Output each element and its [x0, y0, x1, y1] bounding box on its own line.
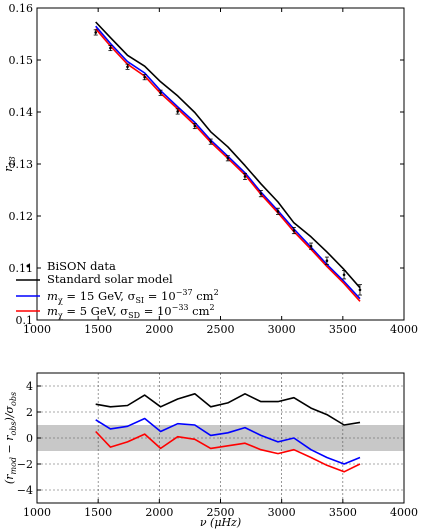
legend-label-ssm: Standard solar model: [47, 272, 173, 286]
data-point: [243, 175, 247, 178]
x-tick-label: 3000: [268, 506, 296, 519]
y-tick-label: 4: [26, 380, 33, 393]
y-tick-label: 0.11: [9, 262, 34, 275]
data-point: [126, 65, 129, 69]
y-tick-label: 0.12: [9, 210, 34, 223]
data-point: [193, 124, 197, 128]
data-point: [276, 210, 280, 213]
y-tick-label: −2: [17, 458, 33, 471]
residual-line-1: [95, 417, 361, 465]
data-point: [259, 192, 263, 195]
x-tick-label: 3500: [329, 506, 357, 519]
series-line-3: [95, 28, 361, 302]
x-tick-label: 4000: [390, 323, 418, 336]
y-tick-label: 2: [26, 406, 33, 419]
residual-line-0: [95, 392, 361, 426]
data-point: [325, 259, 329, 263]
legend-label-5gev: mχ = 5 GeV, σSD = 10−33 cm2: [47, 303, 215, 320]
y-tick-label: 0.14: [9, 106, 34, 119]
data-point: [143, 75, 146, 79]
x-tick-label: 1000: [23, 323, 51, 336]
data-point: [94, 31, 98, 34]
x-tick-label: 2500: [207, 506, 235, 519]
x-tick-label: 2000: [145, 506, 173, 519]
x-tick-label: 1500: [84, 506, 112, 519]
legend-label-bison: BiSON data: [47, 259, 116, 273]
x-tick-label: 3000: [268, 323, 296, 336]
series-line-2: [95, 25, 361, 300]
y-tick-label: 0.16: [9, 2, 34, 15]
data-point: [176, 110, 179, 113]
y-tick-label: 0.15: [9, 54, 34, 67]
residual-line-2: [95, 430, 361, 473]
y-tick-label: −4: [17, 484, 33, 497]
y-tick-label: 0.1: [16, 314, 34, 327]
x-tick-label: 1500: [84, 323, 112, 336]
x-axis-label: ν (μHz): [200, 516, 241, 529]
data-point: [109, 46, 112, 50]
data-point: [358, 288, 362, 292]
y-tick-label: 0.13: [9, 158, 34, 171]
y-axis-label: r13: [2, 156, 17, 171]
data-point: [159, 91, 162, 95]
y-tick-label: 0: [26, 432, 33, 445]
data-point: [292, 229, 296, 232]
legend-marker-bison: [26, 264, 30, 268]
series-line-1: [95, 21, 361, 289]
x-tick-label: 1000: [23, 506, 51, 519]
y-axis-label: (rmod − robs)/σobs: [3, 392, 18, 484]
residual-panel: 1000 1500 2000 2500 3000 3500 4000 −4 −2 0 2 4 (rmod…: [3, 372, 418, 529]
data-point: [309, 244, 313, 248]
data-point: [342, 273, 346, 277]
x-tick-label: 4000: [390, 506, 418, 519]
x-tick-label: 3500: [329, 323, 357, 336]
x-tick-label: 2500: [207, 323, 235, 336]
data-point: [209, 140, 213, 143]
x-tick-label: 2000: [145, 323, 173, 336]
r13-panel: 1000 1500 2000 2500 3000 3500 4000 0.1 0.11 0.12 0…: [2, 2, 418, 336]
legend-label-15gev: mχ = 15 GeV, σSI = 10−37 cm2: [47, 288, 219, 305]
data-point: [226, 156, 230, 160]
plot-frame: [36, 372, 405, 504]
